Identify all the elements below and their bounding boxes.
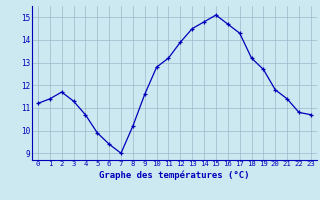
X-axis label: Graphe des températures (°C): Graphe des températures (°C) <box>99 170 250 180</box>
